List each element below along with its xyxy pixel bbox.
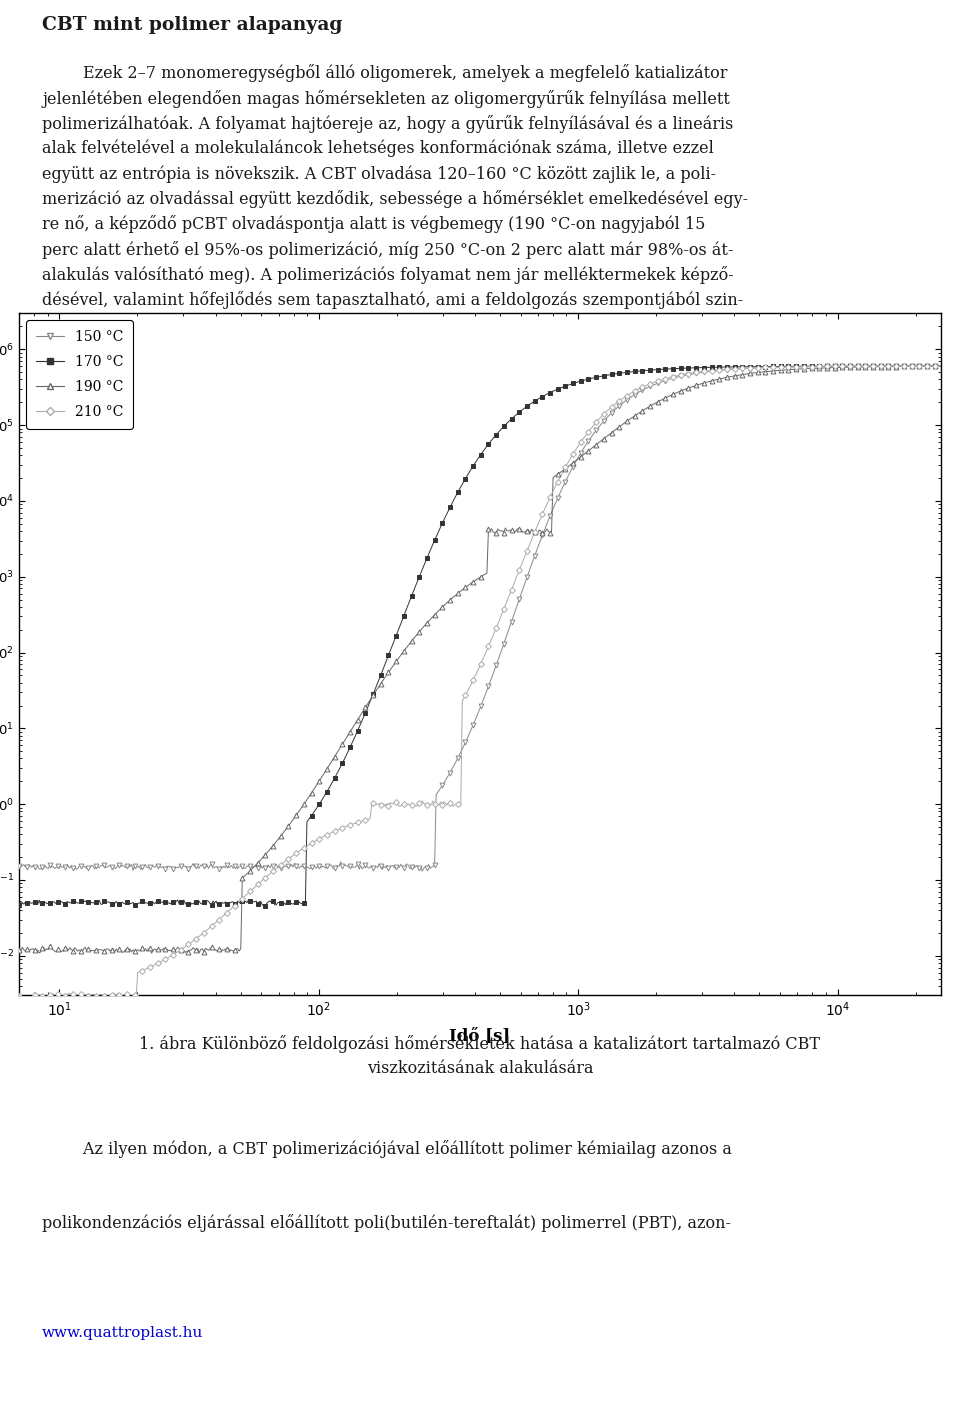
Text: Ezek 2–7 monomeregységből álló oligomerek, amelyek a megfelelő katializátor: Ezek 2–7 monomeregységből álló oligomere… — [42, 65, 728, 83]
Text: alak felvételével a molekulaláncok lehetséges konformációnak száma, illetve ezze: alak felvételével a molekulaláncok lehet… — [42, 139, 714, 158]
Text: re nő, a képződő pCBT olvadáspontja alatt is végbemegy (190 °C-on nagyjaból 15: re nő, a képződő pCBT olvadáspontja alat… — [42, 216, 706, 234]
X-axis label: Idő [s]: Idő [s] — [449, 1027, 511, 1044]
Text: www.quattroplast.hu: www.quattroplast.hu — [42, 1326, 204, 1340]
Text: tén igen előnyös tulajdonság.: tén igen előnyös tulajdonság. — [42, 316, 281, 334]
Text: jelenlétében elegendően magas hőmérsekleten az oligomergyűrűk felnyílása mellett: jelenlétében elegendően magas hőmérsekle… — [42, 90, 731, 107]
Text: perc alatt érhető el 95%-os polimerizáció, míg 250 °C-on 2 perc alatt már 98%-os: perc alatt érhető el 95%-os polimerizáci… — [42, 241, 733, 259]
Text: együtt az entrópia is növekszik. A CBT olvadása 120–160 °C között zajlik le, a p: együtt az entrópia is növekszik. A CBT o… — [42, 165, 716, 183]
Text: 1. ábra Különböző feldolgozási hőmérsékletek hatása a katalizátort tartalmazó CB: 1. ábra Különböző feldolgozási hőmérsékl… — [139, 1036, 821, 1078]
Text: désével, valamint hőfejlődés sem tapasztalható, ami a feldolgozás szempontjából : désével, valamint hőfejlődés sem tapaszt… — [42, 292, 743, 309]
Text: merizáció az olvadással együtt kezdődik, sebessége a hőmérséklet emelkedésével e: merizáció az olvadással együtt kezdődik,… — [42, 190, 749, 209]
Text: Az ilyen módon, a CBT polimerizációjával előállított polimer kémiailag azonos a: Az ilyen módon, a CBT polimerizációjával… — [42, 1140, 732, 1158]
Text: CBT mint polimer alapanyag: CBT mint polimer alapanyag — [42, 15, 343, 34]
Legend: 150 °C, 170 °C, 190 °C, 210 °C: 150 °C, 170 °C, 190 °C, 210 °C — [26, 320, 133, 428]
Text: polikondenzációs eljárással előállított poli(butilén-tereftalát) polimerrel (PBT: polikondenzációs eljárással előállított … — [42, 1213, 732, 1231]
Text: alakulás valósítható meg). A polimerizációs folyamat nem jár melléktermekek képz: alakulás valósítható meg). A polimerizác… — [42, 266, 734, 283]
Text: polimerizálhatóak. A folyamat hajtóereje az, hogy a gyűrűk felnyílásával és a li: polimerizálhatóak. A folyamat hajtóereje… — [42, 114, 733, 132]
